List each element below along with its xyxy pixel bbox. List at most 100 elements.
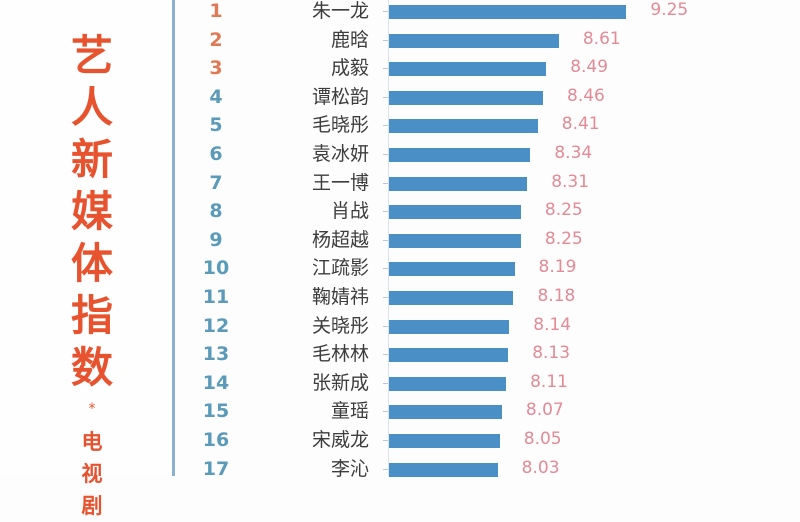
data-bar [389, 462, 498, 477]
artist-name: 毛林林 [311, 343, 369, 366]
rank-number: 11 [202, 286, 230, 308]
chart-row: 7 王一博 8.31 [175, 172, 800, 200]
data-bar [389, 176, 528, 191]
value-label: 8.18 [537, 286, 576, 306]
rank-number: 7 [209, 171, 223, 194]
artist-name: 张新成 [311, 371, 369, 394]
chart-row: 13 毛林林 8.13 [175, 343, 800, 371]
axis-tick [383, 96, 388, 98]
bar-chart: 1 朱一龙 9.25 2 鹿晗 8.61 3 成毅 8.49 4 谭松韵 8.46 5 毛晓彤 8.41 6 袁… [175, 0, 800, 480]
chart-row: 16 宋威龙 8.05 [175, 429, 800, 457]
axis-tick [383, 154, 388, 155]
data-bar [389, 348, 509, 363]
rank-number: 3 [209, 57, 223, 80]
artist-name: 朱一龙 [311, 0, 369, 22]
data-bar [389, 291, 514, 305]
artist-name: 童瑶 [330, 400, 369, 423]
value-label: 8.25 [544, 228, 583, 249]
rank-number: 16 [202, 429, 230, 451]
data-bar [389, 319, 510, 334]
rank-number: 10 [202, 257, 230, 280]
chart-row: 14 张新成 8.11 [175, 372, 800, 400]
rank-number: 2 [209, 28, 223, 51]
artist-name: 王一博 [311, 171, 369, 194]
rank-number: 12 [202, 314, 230, 337]
chart-row: 6 袁冰妍 8.34 [175, 143, 800, 171]
rank-number: 1 [209, 0, 223, 22]
axis-tick [383, 68, 388, 70]
axis-tick [383, 11, 388, 12]
data-bar [389, 119, 538, 134]
artist-name: 关晓彤 [311, 314, 369, 337]
data-bar [389, 233, 521, 248]
subtitle-char: 电 [81, 430, 103, 454]
axis-tick [383, 211, 388, 213]
data-bar [389, 405, 502, 420]
artist-name: 毛晓彤 [311, 114, 369, 137]
subtitle-char: 剧 [81, 494, 103, 518]
value-label: 8.03 [521, 457, 560, 478]
axis-tick [383, 382, 388, 384]
value-label: 8.14 [533, 314, 572, 335]
rank-number: 4 [209, 85, 223, 108]
title-panel: 艺 人 新 媒 体 指 数 * 电 视 剧 [0, 0, 174, 518]
chart-row: 5 毛晓彤 8.41 [175, 114, 800, 142]
chart-row: 1 朱一龙 9.25 [175, 0, 800, 28]
artist-name: 鹿晗 [330, 28, 369, 51]
value-label: 8.19 [538, 257, 577, 278]
axis-tick [383, 440, 388, 441]
rank-number: 13 [202, 343, 230, 366]
artist-name: 李沁 [330, 457, 369, 480]
chart-row: 8 肖战 8.25 [175, 200, 800, 228]
axis-tick [383, 182, 388, 184]
value-label: 8.25 [544, 200, 583, 221]
title-char: 艺 [70, 31, 113, 80]
rank-number: 8 [209, 200, 223, 223]
chart-row: 4 谭松韵 8.46 [175, 86, 800, 114]
artist-name: 成毅 [330, 57, 369, 80]
subtitle-char: 视 [81, 462, 103, 486]
axis-tick [383, 468, 388, 470]
data-bar [389, 434, 500, 448]
data-bar [389, 148, 531, 162]
title-char: 新 [70, 135, 113, 184]
value-label: 8.07 [525, 400, 564, 421]
artist-name: 杨超越 [311, 228, 369, 251]
title-char: 人 [70, 83, 113, 132]
star-icon: * [88, 401, 96, 417]
artist-name: 谭松韵 [311, 85, 369, 108]
value-label: 8.46 [567, 85, 605, 106]
value-label: 8.31 [551, 171, 590, 192]
data-bar [389, 90, 544, 105]
panel-divider [172, 0, 175, 476]
rank-number: 9 [209, 228, 223, 251]
value-label: 8.05 [523, 429, 562, 449]
y-axis-line [388, 0, 389, 476]
artist-name: 鞠婧祎 [311, 286, 369, 308]
axis-tick [383, 297, 388, 298]
data-bar [389, 33, 559, 48]
chart-row: 10 江疏影 8.19 [175, 257, 800, 285]
rank-number: 15 [202, 400, 230, 423]
axis-tick [383, 125, 388, 127]
value-label: 8.11 [530, 371, 568, 392]
title-char: 指 [70, 291, 113, 340]
title-char: 体 [70, 239, 113, 288]
axis-tick [383, 411, 388, 413]
value-label: 8.13 [532, 343, 571, 364]
chart-row: 2 鹿晗 8.61 [175, 29, 800, 57]
rank-number: 14 [202, 371, 230, 394]
data-bar [389, 262, 515, 277]
title-char: 数 [70, 343, 113, 392]
rank-number: 6 [209, 143, 223, 165]
chart-row: 17 李沁 8.03 [175, 458, 800, 486]
artist-name: 宋威龙 [311, 429, 369, 451]
title-char: 媒 [70, 187, 113, 236]
axis-tick [383, 354, 388, 356]
value-label: 8.34 [554, 143, 593, 163]
chart-row: 15 童瑶 8.07 [175, 400, 800, 428]
data-bar [389, 376, 507, 391]
artist-name: 江疏影 [311, 257, 369, 280]
artist-name: 袁冰妍 [311, 143, 369, 165]
data-bar [389, 62, 547, 77]
